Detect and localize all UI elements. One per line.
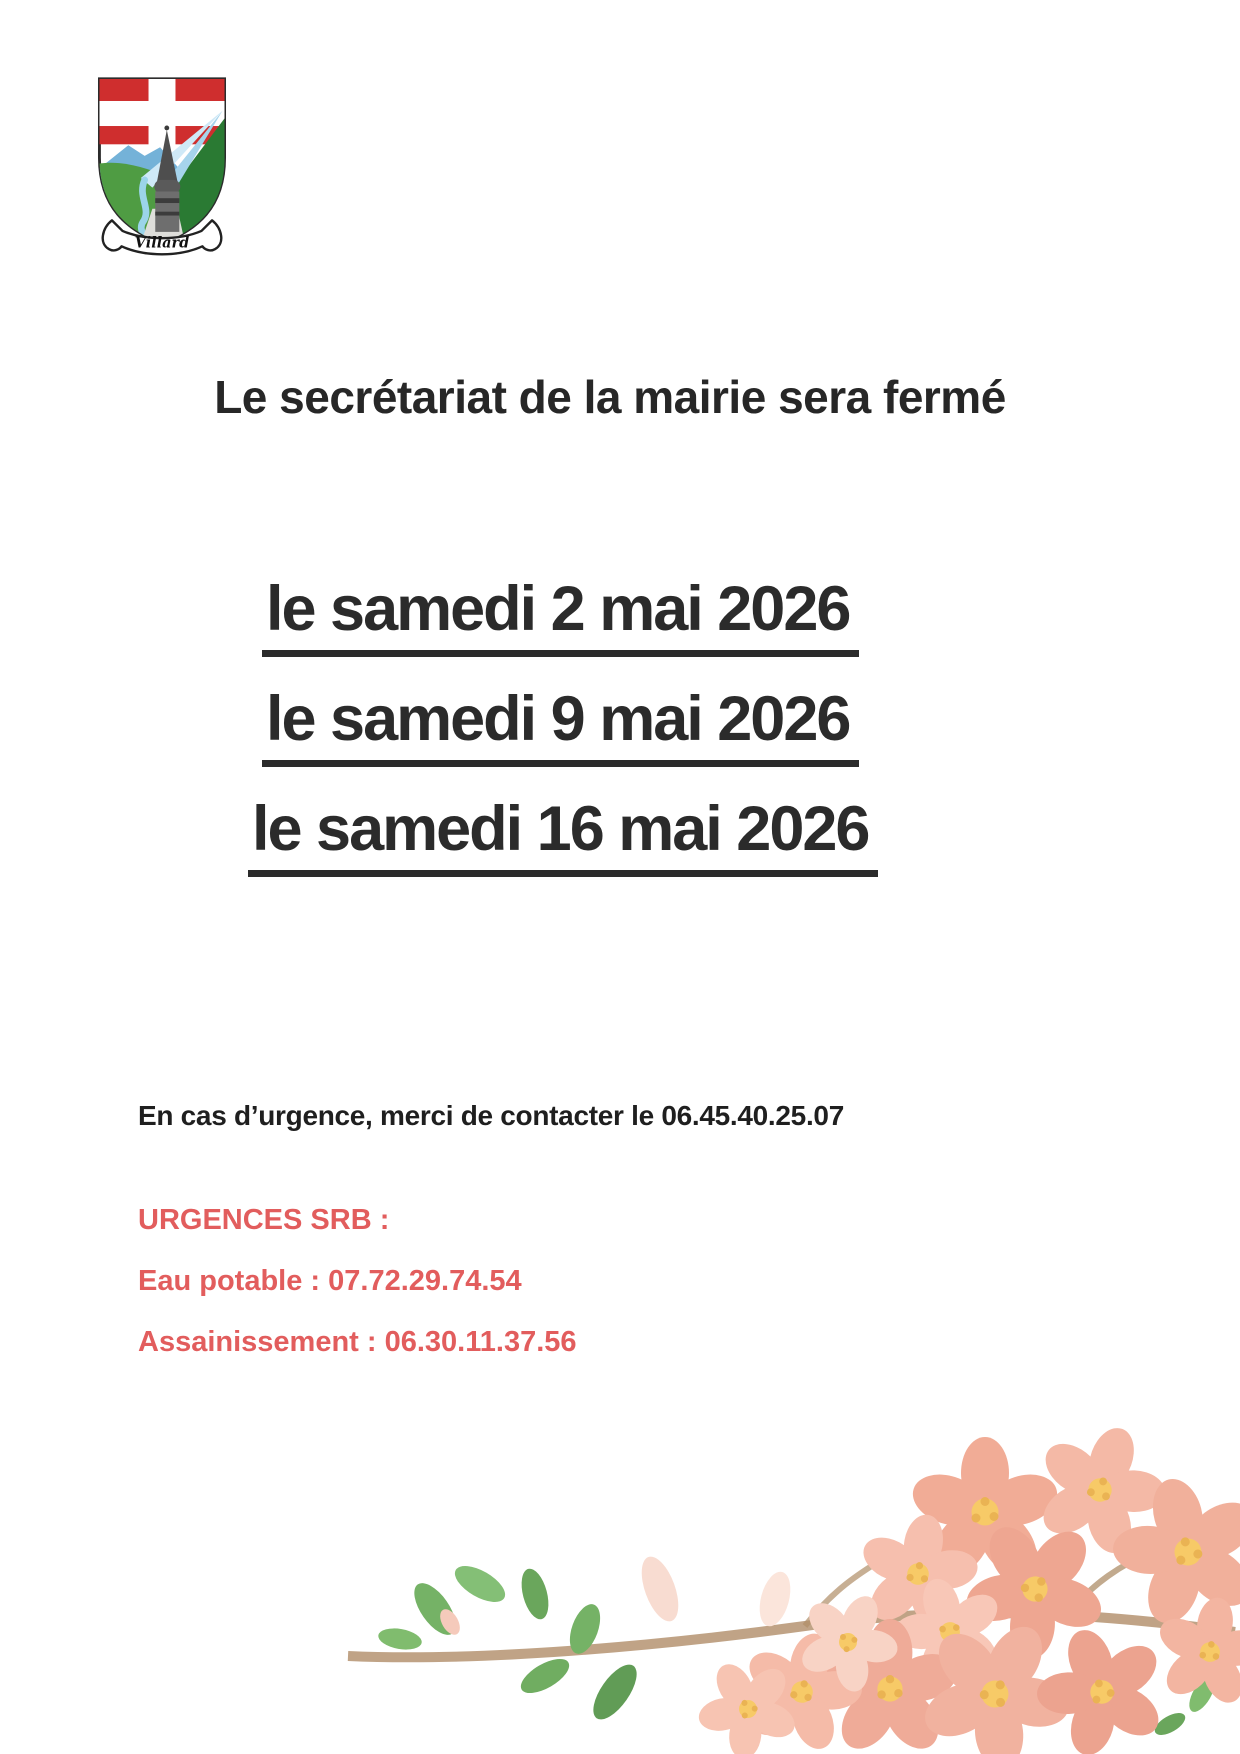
closure-date-2: le samedi 9 mai 2026 [262,688,860,767]
savoie-cross-horizontal [99,100,225,127]
logo-banner-text: Villard [135,234,189,251]
urgences-srb-heading: URGENCES SRB : [138,1204,390,1236]
church-dome [154,179,181,194]
closure-date-3: le samedi 16 mai 2026 [248,798,879,877]
banner-ribbon [101,219,223,256]
villard-coat-of-arms: Villard [97,77,227,256]
spire-finial [164,125,170,131]
blossom-flowers [677,1405,1240,1754]
urgences-eau-potable: Eau potable : 07.72.29.74.54 [138,1265,522,1297]
notice-title: Le secrétariat de la mairie sera fermé [214,371,1006,423]
quince-blossom-decoration [347,1405,1240,1754]
emergency-contact-line: En cas d’urgence, merci de contacter le … [138,1100,844,1131]
tower-band-2 [155,211,180,216]
tower-band-1 [155,198,180,204]
church-spire [156,129,179,186]
urgences-assainissement: Assainissement : 06.30.11.37.56 [138,1326,577,1358]
closure-date-1: le samedi 2 mai 2026 [262,578,860,657]
